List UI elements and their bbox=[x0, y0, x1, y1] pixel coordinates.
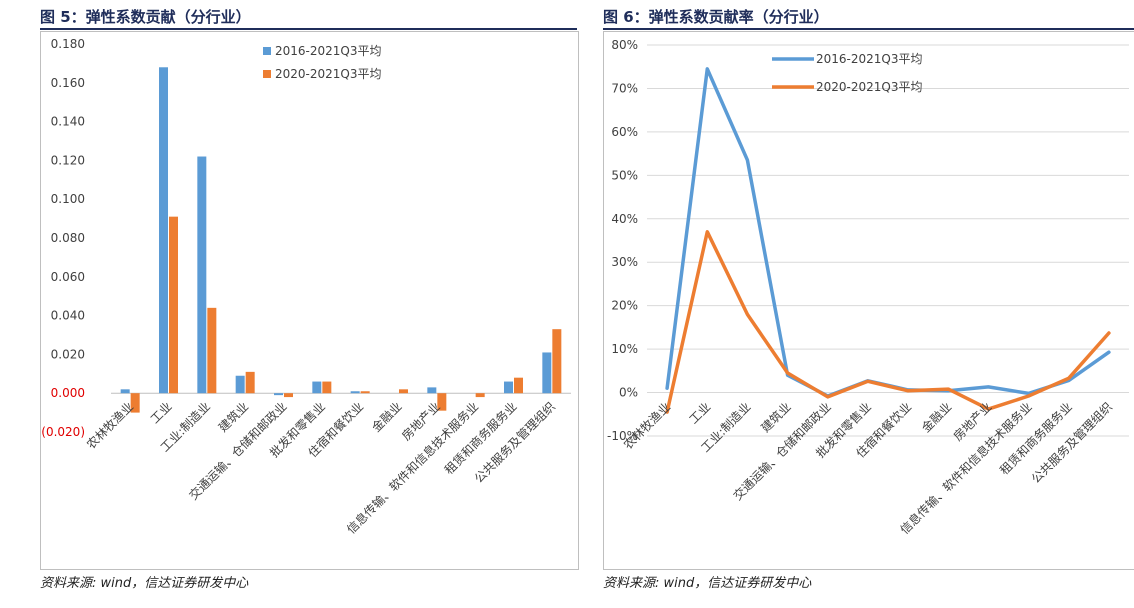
bar-2 bbox=[169, 216, 178, 394]
legend-label: 2016-2021Q3平均 bbox=[816, 52, 923, 66]
bar-1 bbox=[235, 375, 245, 394]
bar-chart-svg: (0.020) 0.000 0.020 0.040 0.060 0.080 0.100 0.1… bbox=[41, 37, 571, 537]
y-tick-label: 0.100 bbox=[51, 192, 85, 206]
y-tick-label: 0.180 bbox=[51, 37, 85, 51]
bar-2 bbox=[552, 329, 562, 394]
x-tick-label: 工业 bbox=[686, 400, 713, 427]
legend-label: 2020-2021Q3平均 bbox=[275, 67, 382, 81]
line-chart-panel: -10% 0% 10% 20% 30% 40% 50% 60% 70% 80% 农林牧渔业 工业 工业:… bbox=[603, 31, 1134, 570]
y-tick-label: 40% bbox=[611, 212, 638, 226]
bar-1 bbox=[504, 381, 513, 394]
bar-1 bbox=[197, 156, 207, 394]
bar-2 bbox=[514, 377, 523, 394]
y-tick-label: 0.120 bbox=[51, 153, 85, 167]
y-tick-label: 0.080 bbox=[51, 231, 85, 245]
bar-2 bbox=[130, 393, 140, 413]
x-tick-label: 金融业 bbox=[918, 399, 954, 435]
y-tick-label: (0.020) bbox=[41, 425, 85, 439]
x-tick-label: 工业 bbox=[148, 399, 175, 426]
x-tick-label: 农林牧渔业 bbox=[84, 399, 136, 451]
bar-2 bbox=[399, 389, 408, 394]
line-series-1 bbox=[665, 67, 1111, 398]
bar-1 bbox=[542, 352, 552, 394]
legend-swatch bbox=[263, 47, 271, 55]
bar-2 bbox=[437, 393, 447, 411]
bar-1 bbox=[274, 393, 283, 396]
y-tick-label: 70% bbox=[611, 81, 638, 95]
y-tick-label: 0.160 bbox=[51, 76, 85, 90]
y-tick-label: 0.000 bbox=[51, 386, 85, 400]
x-tick-label: 建筑业 bbox=[215, 399, 251, 435]
y-tick-label: 80% bbox=[611, 38, 638, 52]
bar-2 bbox=[207, 307, 217, 394]
figure-5-title: 图 5：弹性系数贡献（分行业） bbox=[40, 8, 251, 26]
figure-6-title-rule bbox=[603, 28, 1134, 30]
bar-2 bbox=[245, 371, 255, 394]
bar-1 bbox=[120, 389, 130, 394]
bar-1 bbox=[350, 391, 360, 394]
y-tick-label: 20% bbox=[611, 299, 638, 313]
legend-label: 2016-2021Q3平均 bbox=[275, 44, 382, 58]
bar-2 bbox=[360, 391, 370, 394]
y-tick-label: 0.140 bbox=[51, 115, 85, 129]
x-tick-label: 建筑业 bbox=[758, 399, 794, 435]
bar-1 bbox=[427, 387, 437, 394]
line-chart-svg: -10%0%10%20%30%40%50%60%70%80%农林牧渔业 工业工业:… bbox=[607, 38, 1129, 537]
x-tick-label: 租赁和商务服务业 bbox=[441, 399, 519, 477]
y-tick-label: 0% bbox=[619, 386, 638, 400]
figure-6-source: 资料来源: wind，信达证券研发中心 bbox=[603, 576, 812, 591]
figure-5-source: 资料来源: wind，信达证券研发中心 bbox=[40, 576, 249, 591]
legend-label: 2020-2021Q3平均 bbox=[816, 80, 923, 94]
bar-chart-panel: (0.020) 0.000 0.020 0.040 0.060 0.080 0.100 0.1… bbox=[40, 31, 579, 570]
x-tick-label: 金融业 bbox=[369, 399, 405, 435]
y-tick-label: -10% bbox=[607, 429, 638, 443]
y-tick-label: 60% bbox=[611, 125, 638, 139]
bar-2 bbox=[322, 381, 332, 394]
bar-2 bbox=[284, 393, 293, 398]
y-tick-label: 0.020 bbox=[51, 347, 85, 361]
bar-1 bbox=[312, 381, 322, 394]
x-tick-label: 租赁和商务服务业 bbox=[996, 399, 1074, 477]
bar-1 bbox=[159, 67, 168, 394]
line-series-2 bbox=[665, 230, 1111, 414]
y-tick-label: 0.060 bbox=[51, 270, 85, 284]
y-tick-label: 30% bbox=[611, 255, 638, 269]
y-tick-label: 0.040 bbox=[51, 309, 85, 323]
x-tick-label: 农林牧渔业 bbox=[621, 400, 673, 452]
y-tick-label: 50% bbox=[611, 168, 638, 182]
y-tick-label: 10% bbox=[611, 342, 638, 356]
figure-6-title: 图 6：弹性系数贡献率（分行业） bbox=[603, 8, 829, 26]
bar-2 bbox=[475, 393, 485, 398]
figure-5-title-rule bbox=[40, 28, 577, 30]
legend-swatch bbox=[263, 70, 271, 78]
